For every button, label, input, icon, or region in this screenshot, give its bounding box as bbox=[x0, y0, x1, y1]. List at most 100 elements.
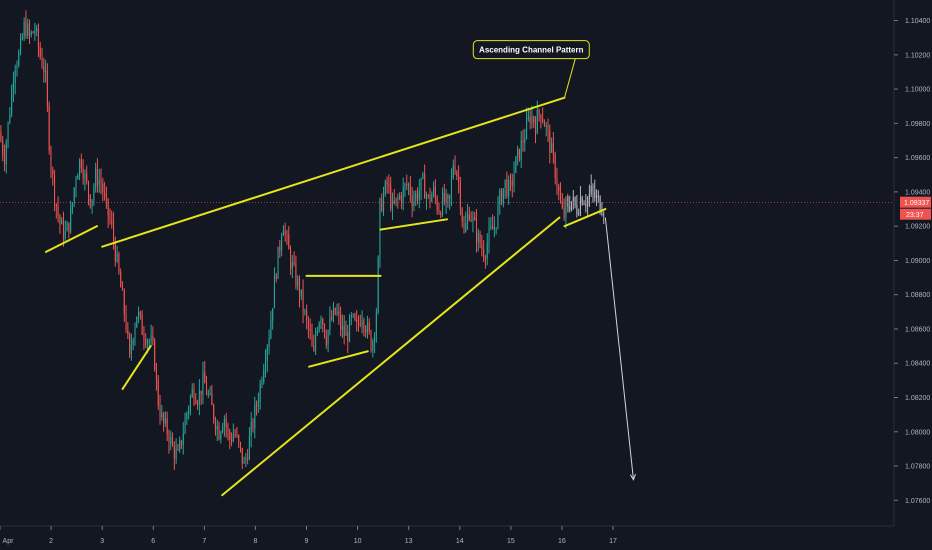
trendline[interactable] bbox=[121, 345, 152, 390]
trendline[interactable] bbox=[379, 218, 448, 231]
price-tick-label: 1.09400 bbox=[905, 189, 930, 196]
candle-body bbox=[375, 312, 377, 335]
candle-body bbox=[113, 222, 115, 242]
candle-body bbox=[418, 190, 420, 200]
projection-candle-body bbox=[592, 185, 594, 191]
candle-body bbox=[70, 210, 72, 233]
candle-body bbox=[429, 195, 431, 202]
projection-arrow-layer bbox=[604, 217, 636, 481]
candle-body bbox=[129, 334, 131, 354]
price-axis[interactable]: 1.10400 1.10200 1.10000 1.09800 1.09600 1.094… bbox=[893, 0, 930, 526]
candle-body bbox=[270, 320, 272, 339]
candle-body bbox=[79, 159, 81, 176]
trendline[interactable] bbox=[101, 96, 566, 248]
candle-body bbox=[488, 227, 490, 243]
candle-body bbox=[370, 331, 372, 351]
projection-candle-body bbox=[594, 190, 596, 198]
candle-body bbox=[148, 341, 150, 343]
candle-body bbox=[393, 200, 395, 203]
annotation-label: Ascending Channel Pattern bbox=[479, 46, 584, 55]
candle-body bbox=[450, 177, 453, 196]
candle-body bbox=[111, 219, 113, 223]
candle-body bbox=[125, 314, 127, 330]
time-axis[interactable]: Apr 2 3 6 7 8 9 10 13 14 15 16 17 bbox=[0, 525, 894, 545]
candle-body bbox=[66, 222, 68, 232]
candle-body bbox=[198, 390, 200, 405]
candle-body bbox=[433, 187, 435, 195]
candle-body bbox=[477, 233, 479, 243]
projection-arrow-line[interactable] bbox=[604, 217, 634, 480]
candle-body bbox=[211, 393, 213, 405]
candle-body bbox=[11, 90, 13, 116]
candle-body bbox=[195, 400, 197, 404]
candle-body bbox=[363, 320, 365, 329]
price-tick-label: 1.08800 bbox=[905, 292, 930, 299]
candle-body bbox=[311, 330, 313, 347]
candle-body bbox=[406, 184, 408, 186]
candle-body bbox=[252, 421, 254, 428]
candle-body bbox=[141, 314, 143, 335]
candle-body bbox=[216, 425, 218, 430]
candle-body bbox=[484, 257, 486, 259]
candle-body bbox=[395, 197, 397, 203]
candle-body bbox=[28, 24, 31, 35]
candle-body bbox=[161, 413, 163, 418]
candle-body bbox=[436, 197, 438, 211]
candle-body bbox=[202, 371, 204, 395]
candle-body bbox=[177, 449, 179, 451]
candle-body bbox=[86, 173, 88, 182]
candle-body bbox=[223, 419, 225, 427]
candle-body bbox=[331, 317, 333, 320]
price-tick-label: 1.09000 bbox=[905, 258, 930, 265]
candle-body bbox=[2, 141, 4, 156]
candle-body bbox=[272, 308, 274, 321]
candle-body bbox=[222, 426, 224, 433]
candle-body bbox=[170, 437, 172, 444]
candle-body bbox=[467, 214, 469, 223]
candle-body bbox=[332, 308, 334, 320]
candle-body bbox=[105, 194, 107, 199]
candle-body bbox=[46, 70, 48, 106]
candle-body bbox=[350, 315, 352, 318]
candle-body bbox=[100, 179, 102, 184]
candle-body bbox=[340, 314, 342, 330]
candle-body bbox=[127, 329, 129, 335]
candle-body bbox=[200, 390, 202, 395]
candle-body bbox=[515, 156, 517, 173]
candle-body bbox=[300, 289, 302, 297]
candle-body bbox=[399, 195, 401, 199]
projection-candle-body bbox=[603, 213, 605, 215]
candle-body bbox=[279, 246, 281, 251]
candle-body bbox=[197, 403, 199, 405]
trendline[interactable] bbox=[308, 350, 369, 368]
candle-body bbox=[236, 435, 238, 437]
candle-body bbox=[227, 427, 229, 432]
candle-body bbox=[354, 314, 356, 320]
candle-body bbox=[53, 174, 56, 205]
candle-body bbox=[388, 183, 390, 186]
candle-body bbox=[98, 179, 100, 185]
candle-body bbox=[243, 460, 245, 464]
candle-body bbox=[297, 279, 299, 286]
projection-candle-body bbox=[572, 197, 574, 202]
candle-body bbox=[511, 180, 513, 186]
candle-body bbox=[506, 179, 508, 197]
candle-body bbox=[549, 130, 551, 153]
candle-body bbox=[261, 381, 263, 384]
projection-candle-body bbox=[570, 201, 573, 210]
candle-body bbox=[241, 447, 243, 464]
candle-body bbox=[231, 439, 233, 442]
trendline[interactable] bbox=[221, 216, 561, 497]
candle-body bbox=[565, 198, 567, 218]
trendline[interactable] bbox=[44, 225, 99, 253]
candle-body bbox=[134, 327, 136, 340]
trendline[interactable] bbox=[563, 208, 607, 228]
candle-body bbox=[130, 344, 132, 354]
candle-body bbox=[316, 331, 318, 334]
candle-body bbox=[411, 196, 413, 207]
candle-body bbox=[374, 334, 376, 342]
candle-body bbox=[322, 318, 324, 325]
candle-body bbox=[59, 215, 61, 225]
